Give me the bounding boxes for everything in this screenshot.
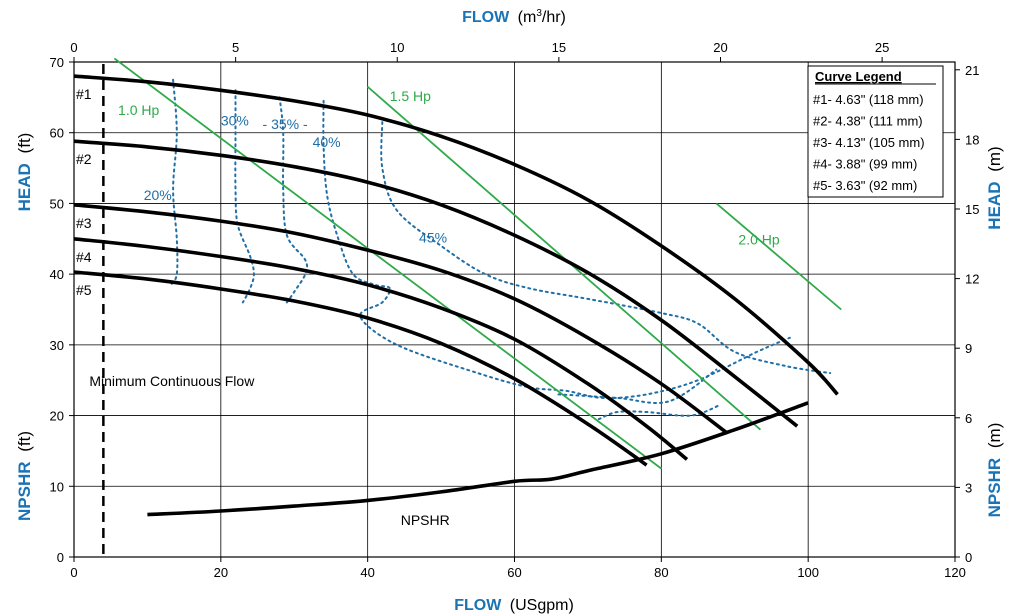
y-left-head-label: HEAD [15, 163, 34, 211]
min-flow-label: Minimum Continuous Flow [89, 373, 255, 389]
x-axis-bottom-title: FLOW (USgpm) [454, 597, 574, 614]
legend-entry: #4- 3.88" (99 mm) [813, 157, 917, 172]
tick-label-y-left: 50 [50, 196, 64, 211]
y-left-head-title: HEAD (ft) [15, 133, 34, 212]
x-bottom-unit: (USgpm) [510, 597, 574, 614]
pump-curve [73, 203, 729, 435]
tick-label-x-bottom: 120 [944, 565, 966, 580]
y-left-npshr-title: NPSHR (ft) [15, 431, 34, 521]
efficiency-label: - 35% - [263, 116, 308, 132]
tick-label-y-left: 0 [57, 550, 64, 565]
npshr-curve: NPSHR [147, 401, 809, 528]
tick-label-y-right: 0 [965, 550, 972, 565]
y-right-npshr-label: NPSHR [985, 458, 1004, 518]
efficiency-curve [278, 96, 309, 304]
legend-entries: #1- 4.63" (118 mm) #2- 4.38" (111 mm) #3- … [813, 92, 925, 193]
legend-entry: #1- 4.63" (118 mm) [813, 92, 924, 107]
efficiency-label: 30% [221, 113, 249, 129]
pump-curve [73, 139, 799, 428]
tick-label-y-right: 3 [965, 480, 972, 495]
tick-label-y-right: 18 [965, 132, 979, 147]
npshr-line [147, 401, 809, 517]
horsepower-label: 1.0 Hp [118, 102, 159, 118]
tick-label-x-top: 10 [390, 40, 404, 55]
tick-label-x-top: 20 [713, 40, 727, 55]
tick-label-y-left: 60 [50, 126, 64, 141]
y-right-head-label: HEAD [985, 182, 1004, 230]
tick-label-x-top: 0 [70, 40, 77, 55]
legend-entry: #5- 3.63" (92 mm) [813, 178, 917, 193]
legend-title: Curve Legend [815, 69, 902, 84]
efficiency-curve [169, 78, 179, 286]
tick-label-y-left: 70 [50, 55, 64, 70]
tick-label-x-bottom: 40 [360, 565, 374, 580]
tick-label-x-bottom: 80 [654, 565, 668, 580]
tick-label-y-left: 10 [50, 479, 64, 494]
pump-curves: #1 #2 #3 #4 #5 [73, 74, 839, 467]
pump-curve-label: #4 [76, 249, 92, 265]
tick-label-y-right: 12 [965, 272, 979, 287]
tick-label-y-left: 20 [50, 409, 64, 424]
y-left-npshr-label: NPSHR [15, 462, 34, 522]
tick-label-y-left: 30 [50, 338, 64, 353]
y-left-npshr-unit: (ft) [15, 431, 34, 452]
efficiency-label: 45% [419, 229, 447, 245]
tick-label-y-right: 9 [965, 341, 972, 356]
tick-label-y-right: 6 [965, 411, 972, 426]
tick-label-x-top: 5 [232, 40, 239, 55]
npshr-label: NPSHR [401, 512, 450, 528]
tick-label-x-bottom: 0 [70, 565, 77, 580]
efficiency-curve [557, 368, 718, 405]
efficiency-label: 40% [313, 134, 341, 150]
tick-label-y-right: 15 [965, 202, 979, 217]
y-right-npshr-title: NPSHR (m) [985, 423, 1004, 518]
pump-curve-label: #2 [76, 151, 92, 167]
efficiency-curve [322, 99, 791, 400]
pump-curve [73, 74, 839, 396]
efficiency-curve [380, 121, 832, 375]
x-axis-top-title: FLOW (m3/hr) [462, 8, 566, 26]
legend-entry: #2- 4.38" (111 mm) [813, 114, 923, 129]
tick-label-x-top: 25 [875, 40, 889, 55]
x-bottom-label: FLOW [454, 597, 502, 614]
y-right-head-unit: (m) [985, 146, 1004, 171]
x-top-label: FLOW [462, 9, 510, 26]
x-top-unit-prefix: (m [518, 9, 537, 26]
efficiency-curves: 20% 30% - 35% - 40% 45% [144, 78, 832, 421]
pump-curve-label: #1 [76, 86, 92, 102]
legend-box [807, 65, 944, 198]
efficiency-curve [234, 89, 255, 304]
tick-label-x-bottom: 60 [507, 565, 521, 580]
pump-curve [73, 270, 648, 467]
horsepower-label: 1.5 Hp [390, 88, 431, 104]
curve-legend: Curve Legend #1- 4.63" (118 mm) #2- 4.38"… [807, 65, 944, 198]
tick-label-y-left: 40 [50, 267, 64, 282]
x-top-unit-sup: 3 [536, 8, 542, 19]
legend-entry: #3- 4.13" (105 mm) [813, 135, 925, 150]
efficiency-label: 20% [144, 187, 172, 203]
y-right-npshr-unit: (m) [985, 423, 1004, 448]
horsepower-line [113, 57, 662, 470]
tick-label-y-right: 21 [965, 63, 979, 78]
x-top-unit-suffix: /hr) [542, 9, 566, 26]
pump-curve-label: #3 [76, 215, 92, 231]
tick-label-x-bottom: 20 [214, 565, 228, 580]
horsepower-label: 2.0 Hp [738, 231, 779, 247]
tick-label-x-top: 15 [552, 40, 566, 55]
y-left-head-unit: (ft) [15, 133, 34, 154]
y-right-head-title: HEAD (m) [985, 146, 1004, 229]
tick-label-x-bottom: 100 [797, 565, 819, 580]
pump-curve [73, 237, 689, 461]
horsepower-line [715, 202, 842, 311]
min-flow-line: Minimum Continuous Flow [89, 64, 255, 557]
pump-curve-label: #5 [76, 282, 92, 298]
horsepower-lines: 1.0 Hp 1.5 Hp 2.0 Hp [113, 57, 842, 470]
